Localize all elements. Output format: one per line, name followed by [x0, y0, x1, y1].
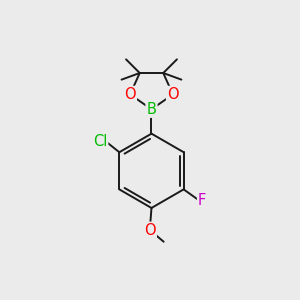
Text: O: O	[124, 87, 136, 102]
Text: Cl: Cl	[93, 134, 107, 148]
Text: O: O	[144, 223, 156, 238]
Text: B: B	[146, 102, 156, 117]
Text: F: F	[198, 193, 206, 208]
Text: O: O	[167, 87, 179, 102]
